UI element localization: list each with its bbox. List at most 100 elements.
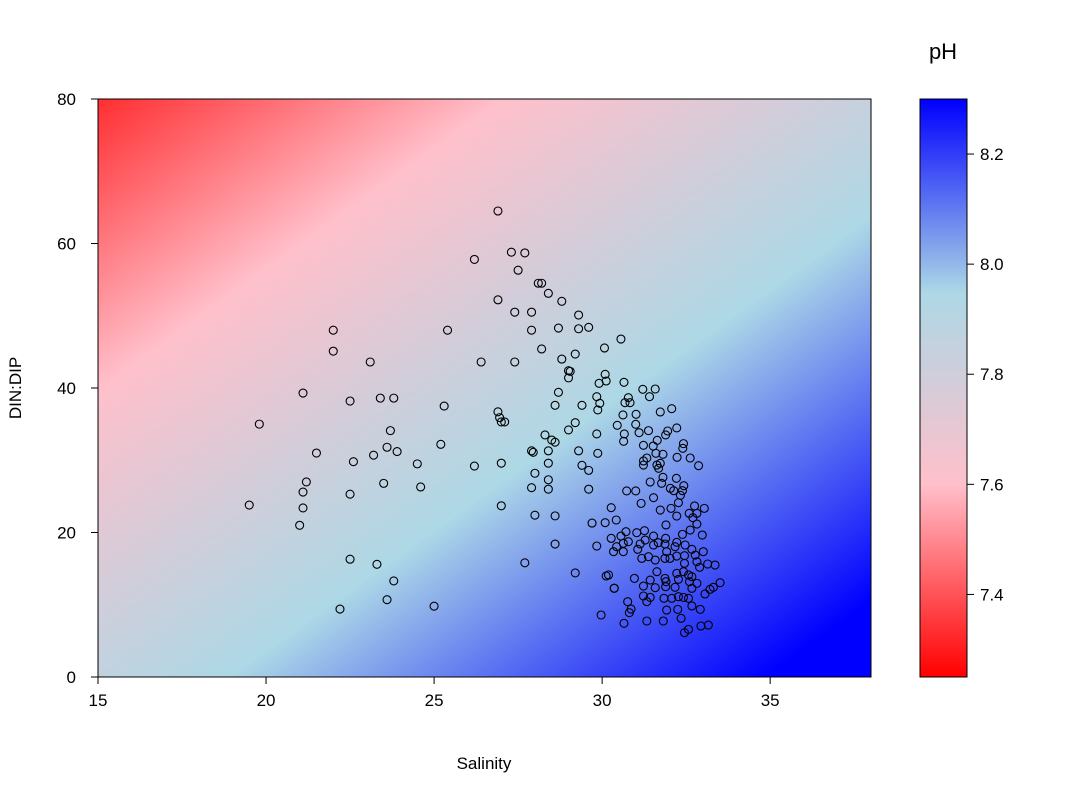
data-point: [563, 425, 574, 435]
data-point: [690, 501, 700, 511]
data-point: [695, 562, 705, 572]
data-point: [543, 446, 553, 456]
data-point: [624, 608, 634, 618]
data-point: [661, 430, 671, 440]
data-point: [678, 443, 688, 453]
data-point: [650, 384, 660, 394]
data-point: [658, 616, 668, 626]
y-tick-label: 20: [57, 524, 76, 543]
data-point: [715, 578, 725, 588]
data-point: [592, 429, 602, 439]
colorbar-frame: [919, 98, 968, 678]
data-point: [513, 265, 523, 275]
data-point: [345, 489, 355, 499]
data-point: [670, 542, 680, 552]
data-point: [469, 461, 479, 471]
data-point: [700, 589, 710, 599]
data-point: [382, 442, 392, 452]
data-point: [655, 458, 665, 468]
data-point: [676, 613, 686, 623]
data-point: [623, 537, 633, 547]
data-point: [675, 490, 685, 500]
data-point: [672, 551, 682, 561]
data-point: [655, 407, 665, 417]
data-point: [649, 531, 659, 541]
data-point: [673, 498, 683, 508]
data-point: [557, 354, 567, 364]
data-point: [619, 618, 629, 628]
data-point: [593, 405, 603, 415]
colorbar-axis: 7.4 7.6 7.8 8.0 8.2: [967, 145, 1004, 604]
colorbar-tick-label: 7.6: [980, 475, 1004, 494]
data-point: [710, 560, 720, 570]
data-point: [609, 583, 619, 593]
data-point: [543, 484, 553, 494]
data-point: [652, 435, 662, 445]
data-point: [527, 483, 537, 493]
data-point: [328, 346, 338, 356]
data-point: [565, 366, 575, 376]
data-point: [631, 486, 641, 496]
data-point: [570, 349, 580, 359]
data-point: [672, 452, 682, 462]
x-tick-label: 15: [89, 691, 108, 710]
data-point: [612, 542, 622, 552]
data-point: [469, 254, 479, 264]
data-point: [622, 486, 632, 496]
data-point: [530, 468, 540, 478]
ph-gradient-field: [98, 99, 871, 677]
data-point: [677, 486, 688, 496]
data-point: [651, 448, 661, 458]
data-point: [574, 310, 584, 320]
data-point: [563, 373, 574, 383]
data-point: [345, 396, 355, 406]
data-point: [540, 430, 550, 440]
data-point: [690, 550, 700, 560]
data-point: [678, 439, 689, 449]
data-point: [625, 398, 635, 408]
data-point: [661, 577, 671, 587]
colorbar-title: pH: [929, 39, 957, 64]
data-point: [618, 547, 628, 557]
data-point: [619, 436, 629, 446]
data-point: [601, 571, 611, 581]
data-point: [328, 325, 338, 335]
data-point: [493, 295, 503, 305]
data-point: [584, 484, 594, 494]
data-point: [636, 498, 646, 508]
data-point: [697, 530, 707, 540]
data-point: [550, 511, 560, 521]
data-point: [638, 440, 649, 450]
data-point: [673, 604, 683, 614]
data-point: [345, 554, 355, 564]
x-tick-label: 25: [425, 691, 444, 710]
data-point: [375, 393, 385, 403]
data-point: [244, 500, 254, 510]
data-point: [645, 477, 655, 487]
data-point: [577, 400, 587, 410]
data-point: [298, 503, 308, 513]
data-point: [703, 620, 713, 630]
data-point: [638, 581, 649, 591]
data-point: [389, 576, 399, 586]
data-point: [649, 493, 659, 503]
data-point: [692, 578, 702, 588]
data-point: [705, 584, 715, 594]
data-point: [637, 553, 647, 563]
points-layer: [244, 206, 725, 638]
data-point: [543, 475, 553, 485]
data-point: [537, 278, 547, 288]
data-point: [527, 325, 537, 335]
data-point: [677, 529, 688, 539]
data-point: [699, 503, 709, 513]
data-point: [600, 518, 610, 528]
data-point: [650, 583, 660, 593]
data-point: [609, 547, 619, 557]
data-point: [672, 568, 682, 578]
data-point: [369, 450, 379, 460]
data-point: [673, 574, 683, 584]
data-point: [703, 559, 713, 569]
data-point: [570, 418, 580, 428]
data-point: [442, 325, 453, 335]
data-point: [642, 597, 652, 607]
